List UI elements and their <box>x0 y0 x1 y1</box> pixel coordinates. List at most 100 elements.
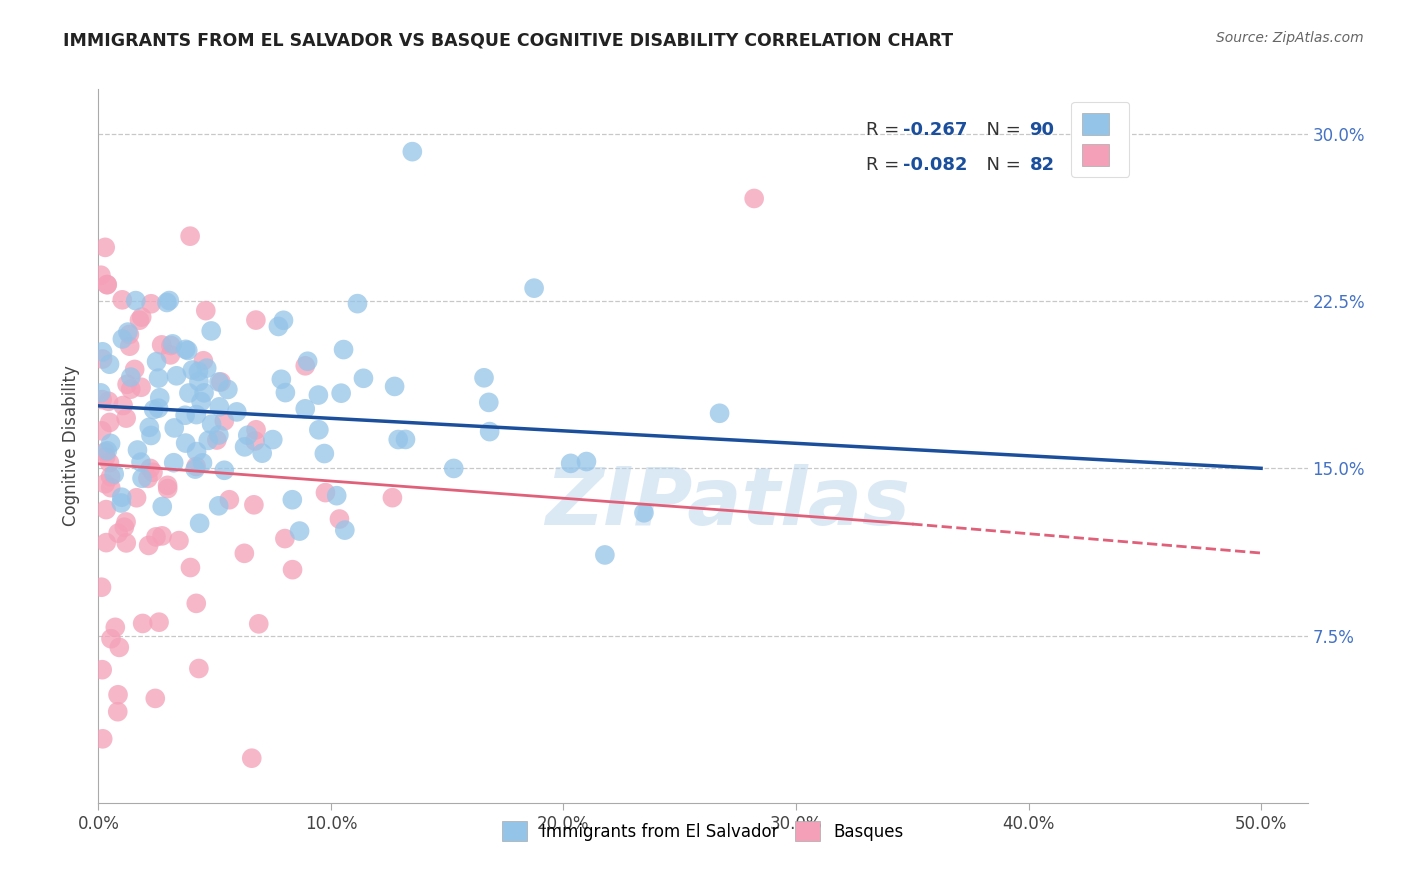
Point <box>91 351 114 366</box>
Point <box>742 191 765 205</box>
Point <box>107 705 129 719</box>
Y-axis label: Cognitive Disability: Cognitive Disability <box>62 366 80 526</box>
Point <box>394 433 416 447</box>
Point <box>560 456 582 470</box>
Point <box>294 359 316 373</box>
Point <box>94 445 117 459</box>
Point <box>245 423 267 437</box>
Point <box>91 663 114 677</box>
Point <box>115 377 138 392</box>
Point <box>129 380 152 394</box>
Point <box>240 751 263 765</box>
Point <box>325 489 347 503</box>
Point <box>184 462 207 476</box>
Point <box>142 465 165 479</box>
Point <box>174 343 197 357</box>
Point <box>91 392 114 407</box>
Point <box>281 492 304 507</box>
Point <box>197 434 219 448</box>
Point <box>150 500 173 514</box>
Point <box>96 443 118 458</box>
Point <box>90 424 112 438</box>
Point <box>90 268 112 283</box>
Point <box>139 461 162 475</box>
Point <box>333 523 356 537</box>
Point <box>190 394 212 409</box>
Point <box>150 338 173 352</box>
Point <box>191 456 214 470</box>
Point <box>274 532 297 546</box>
Point <box>111 490 134 504</box>
Text: R =: R = <box>866 121 905 139</box>
Text: ZIPatlas: ZIPatlas <box>544 464 910 542</box>
Text: -0.082: -0.082 <box>903 155 967 174</box>
Point <box>100 481 122 495</box>
Point <box>129 455 152 469</box>
Point <box>384 379 406 393</box>
Point <box>128 313 150 327</box>
Point <box>90 580 112 594</box>
Point <box>118 339 141 353</box>
Point <box>593 548 616 562</box>
Point <box>156 295 179 310</box>
Point <box>308 423 330 437</box>
Point <box>174 436 197 450</box>
Point <box>127 443 149 458</box>
Point <box>115 411 138 425</box>
Point <box>117 325 139 339</box>
Point <box>208 499 231 513</box>
Point <box>262 433 284 447</box>
Point <box>187 375 209 389</box>
Point <box>103 467 125 481</box>
Point <box>328 512 350 526</box>
Point <box>181 363 204 377</box>
Point <box>209 375 232 389</box>
Point <box>138 420 160 434</box>
Point <box>478 395 501 409</box>
Point <box>186 444 208 458</box>
Point <box>297 354 319 368</box>
Point <box>174 409 197 423</box>
Point <box>294 401 316 416</box>
Point <box>94 240 117 254</box>
Point <box>472 371 495 385</box>
Point <box>208 428 231 442</box>
Point <box>195 361 218 376</box>
Point <box>188 516 211 531</box>
Text: 90: 90 <box>1029 121 1054 139</box>
Point <box>709 406 731 420</box>
Point <box>225 405 247 419</box>
Point <box>314 446 336 460</box>
Point <box>104 620 127 634</box>
Point <box>97 394 120 409</box>
Text: -0.267: -0.267 <box>903 121 967 139</box>
Point <box>96 277 118 292</box>
Point <box>125 293 148 308</box>
Point <box>150 529 173 543</box>
Point <box>149 391 172 405</box>
Point <box>125 491 148 505</box>
Point <box>148 371 170 385</box>
Point <box>166 368 188 383</box>
Point <box>233 440 256 454</box>
Point <box>160 338 183 352</box>
Point <box>177 343 200 358</box>
Point <box>205 433 228 447</box>
Point <box>273 313 295 327</box>
Text: Source: ZipAtlas.com: Source: ZipAtlas.com <box>1216 31 1364 45</box>
Point <box>100 436 122 450</box>
Point <box>245 313 267 327</box>
Point <box>250 446 273 460</box>
Point <box>217 383 239 397</box>
Legend: Immigrants from El Salvador, Basques: Immigrants from El Salvador, Basques <box>496 814 910 848</box>
Point <box>186 596 208 610</box>
Point <box>236 428 259 442</box>
Point <box>162 337 184 351</box>
Point <box>267 319 290 334</box>
Point <box>100 469 122 483</box>
Point <box>142 402 165 417</box>
Point <box>94 502 117 516</box>
Point <box>91 344 114 359</box>
Point <box>381 491 404 505</box>
Point <box>131 310 153 324</box>
